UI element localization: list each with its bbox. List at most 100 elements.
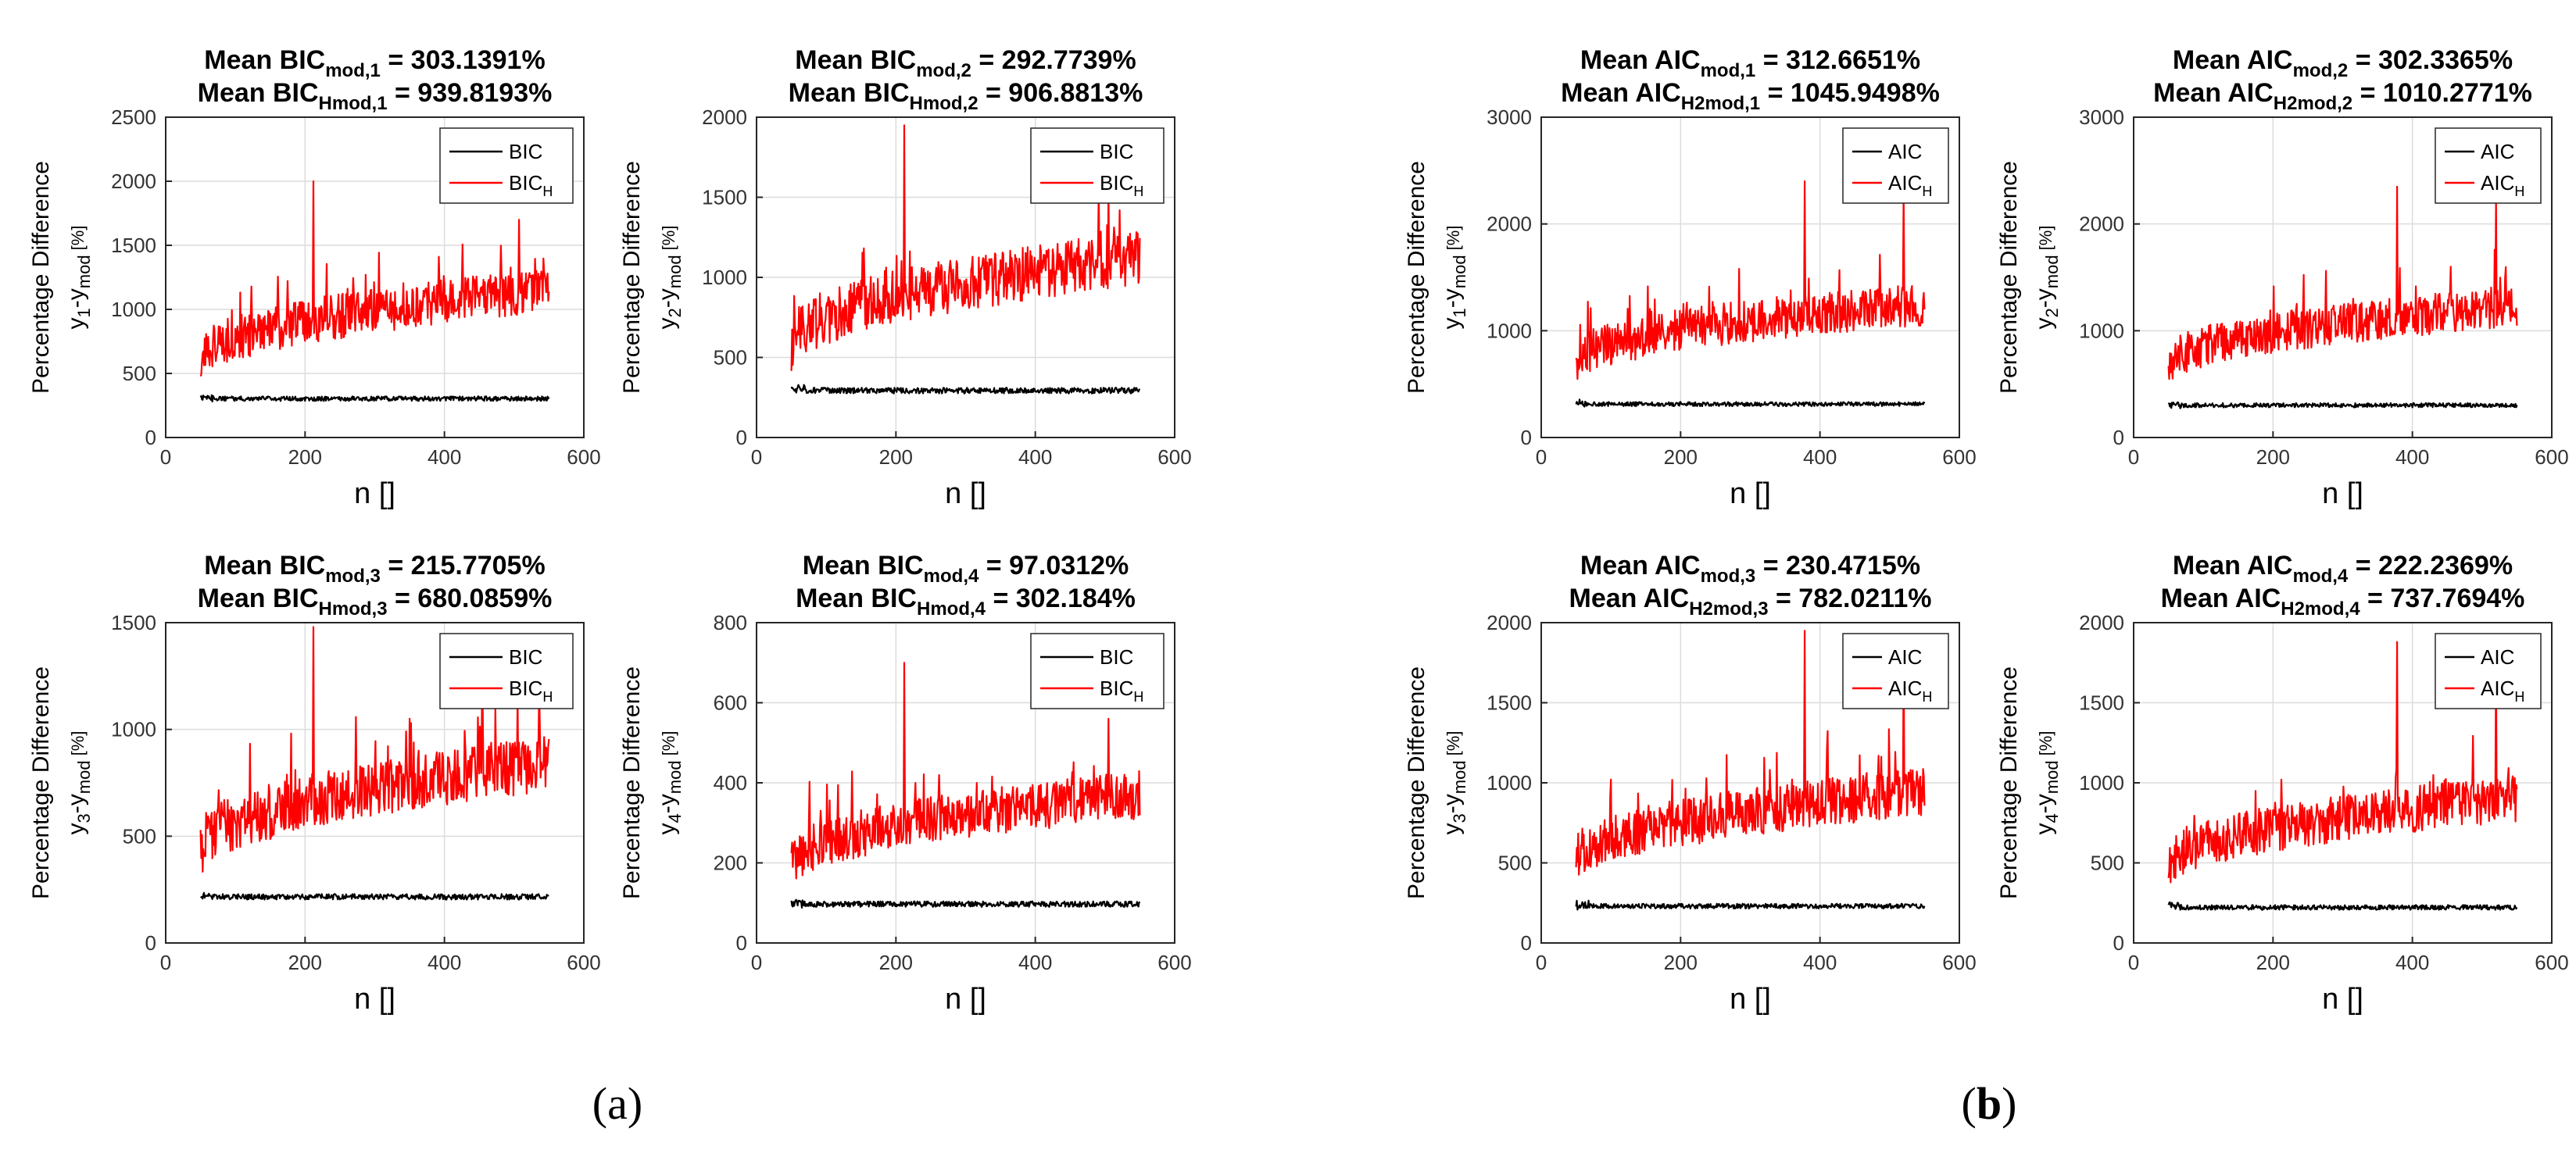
- legend-entry: AICH: [1888, 677, 1932, 705]
- x-tick-label: 0: [2128, 445, 2139, 469]
- x-tick-label: 0: [2128, 951, 2139, 974]
- legend-box: [1842, 127, 1949, 204]
- title-suffix: = 1045.9498%: [1760, 78, 1940, 108]
- y-tick-label: 1000: [2079, 319, 2124, 342]
- title-suffix: = 939.8193%: [388, 78, 553, 108]
- ylabel-var: y: [2031, 823, 2057, 834]
- y-axis-label-line-1: Percentage Difference: [619, 161, 645, 394]
- series-line-bic: [790, 898, 1141, 909]
- ylabel-unit: [%]: [68, 226, 88, 255]
- y-tick-label: 2000: [2079, 212, 2124, 236]
- legend-box: [1842, 633, 1949, 709]
- y-tick-label: 1500: [1487, 691, 1532, 715]
- legend-name: AIC: [2481, 140, 2514, 163]
- x-tick-label: 400: [1018, 445, 1052, 469]
- legend-name: BIC: [1100, 677, 1133, 700]
- legend-entry: BICH: [1100, 677, 1143, 705]
- series-line-bic-h: [790, 124, 1141, 371]
- x-tick-label: 600: [2535, 951, 2568, 974]
- chart-title-line-1: Mean AICmod,1 = 312.6651%: [1580, 45, 1920, 81]
- legend-name: AIC: [2481, 645, 2514, 669]
- x-tick-label: 200: [2256, 951, 2290, 974]
- x-tick-label: 600: [1942, 951, 1976, 974]
- ylabel-var: y: [2031, 317, 2057, 329]
- legend-name: BIC: [509, 677, 542, 700]
- ylabel-var-subscript: 1: [74, 308, 94, 317]
- legend-box: [439, 633, 574, 709]
- ylabel-minus-var: -y: [2031, 794, 2057, 813]
- title-subscript: mod,3: [325, 566, 381, 587]
- legend-entry: AIC: [2481, 140, 2514, 163]
- title-subscript: mod,4: [2293, 566, 2349, 587]
- y-tick-label: 500: [123, 824, 156, 848]
- title-prefix: Mean BIC: [803, 551, 924, 580]
- title-subscript: mod,2: [2293, 60, 2349, 81]
- chart-title-line-1: Mean BICmod,4 = 97.0312%: [803, 551, 1129, 587]
- series-line-bic: [790, 384, 1141, 395]
- ylabel-var-subscript: 3: [1450, 813, 1469, 823]
- title-subscript: Hmod,2: [910, 93, 979, 114]
- series-line-bic-h: [790, 662, 1141, 880]
- y-axis-label-line-1: Percentage Difference: [1996, 666, 2022, 899]
- x-tick-label: 600: [567, 951, 600, 974]
- chart-title-line-1: Mean BICmod,1 = 303.1391%: [204, 45, 545, 81]
- x-tick-label: 200: [1664, 445, 1698, 469]
- title-subscript: H2mod,4: [2281, 598, 2360, 620]
- legend-subscript: H: [1922, 184, 1932, 199]
- ylabel-mod-subscript: mod: [665, 255, 685, 288]
- y-axis-label-line-1: Percentage Difference: [28, 161, 54, 394]
- legend-entry: AICH: [1888, 171, 1932, 199]
- series-line-aic: [1575, 398, 1926, 408]
- title-suffix: = 1010.2771%: [2352, 78, 2532, 108]
- series-line-bic: [199, 394, 550, 403]
- ylabel-var: y: [654, 823, 680, 834]
- x-tick-label: 200: [879, 951, 913, 974]
- title-prefix: Mean AIC: [2173, 45, 2293, 75]
- y-tick-label: 400: [714, 771, 747, 795]
- title-prefix: Mean BIC: [204, 45, 325, 75]
- title-subscript: mod,3: [1701, 566, 1756, 587]
- title-prefix: Mean AIC: [2161, 584, 2281, 613]
- y-tick-label: 0: [145, 426, 156, 449]
- title-suffix: = 312.6651%: [1755, 45, 1920, 75]
- chart-title-line-2: Mean AICH2mod,1 = 1045.9498%: [1561, 78, 1940, 114]
- y-tick-label: 1500: [111, 234, 156, 257]
- title-prefix: Mean AIC: [2173, 551, 2293, 580]
- legend-subscript: H: [2514, 689, 2524, 705]
- series-line-bic: [200, 891, 549, 901]
- ylabel-var-subscript: 2: [665, 308, 685, 317]
- chart-title-line-2: Mean BICHmod,1 = 939.8193%: [198, 78, 553, 114]
- x-axis-label: n []: [945, 477, 986, 510]
- ylabel-minus-var: -y: [63, 794, 89, 813]
- y-axis-label-line-2: y1-ymod [%]: [63, 226, 94, 330]
- panel-label-b-letter: b: [1977, 1078, 2002, 1129]
- y-axis-label-line-1: Percentage Difference: [1996, 161, 2022, 394]
- ylabel-unit: [%]: [659, 226, 678, 255]
- y-tick-label: 0: [2113, 426, 2124, 449]
- y-tick-label: 3000: [2079, 105, 2124, 129]
- ylabel-var-subscript: 2: [2042, 308, 2062, 317]
- ylabel-var-subscript: 4: [665, 813, 685, 823]
- legend: AIC AICH: [2435, 127, 2542, 204]
- y-tick-label: 1000: [111, 718, 156, 741]
- title-suffix: = 303.1391%: [381, 45, 546, 75]
- x-tick-label: 400: [1803, 951, 1837, 974]
- legend-entry: AIC: [1888, 645, 1922, 669]
- legend-entry: AICH: [2481, 677, 2524, 705]
- legend-box: [1030, 633, 1165, 709]
- y-tick-label: 1000: [1487, 319, 1532, 342]
- ylabel-var: y: [63, 823, 89, 834]
- y-tick-label: 0: [736, 426, 747, 449]
- legend-entry: AICH: [2481, 171, 2524, 199]
- y-tick-label: 0: [736, 931, 747, 955]
- y-tick-label: 500: [1498, 852, 1532, 875]
- series-line-aic-h: [1575, 630, 1926, 876]
- x-axis-label: n []: [2322, 477, 2363, 510]
- legend-entry: BICH: [509, 171, 553, 199]
- series-line-bic-h: [199, 180, 550, 377]
- y-tick-label: 2000: [702, 105, 747, 129]
- panel-label-a-open: (: [592, 1078, 607, 1129]
- legend-name: BIC: [509, 171, 542, 195]
